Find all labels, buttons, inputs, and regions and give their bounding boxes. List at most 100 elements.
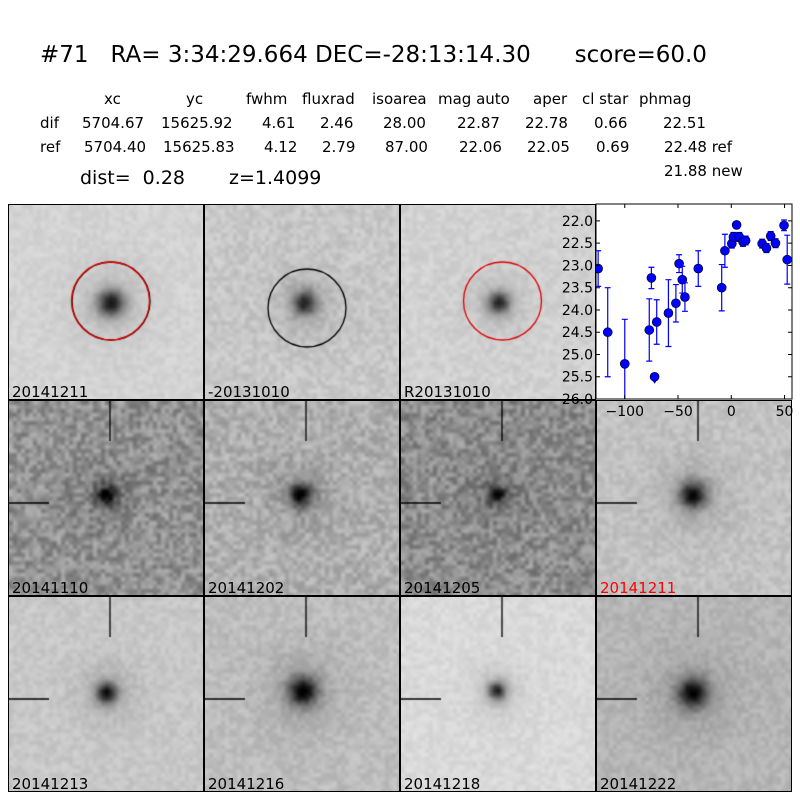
y-tick-label: 25.0 [562, 347, 593, 363]
data-point [731, 220, 742, 230]
stamp-date-label: 20141202 [208, 579, 285, 596]
upper-limit-point [649, 371, 660, 382]
image-stamp: 20141213 [8, 596, 204, 792]
image-stamp: 20141218 [400, 596, 596, 792]
y-tick-label: 25.5 [562, 370, 593, 386]
column-header: fluxrad [302, 90, 355, 108]
stamp-image [597, 401, 791, 595]
y-tick-label: 22.5 [562, 236, 593, 252]
data-point [663, 308, 674, 318]
image-stamp: 20141110 [8, 400, 204, 596]
stamp-date-label: 20141110 [12, 579, 89, 596]
data-layer [596, 219, 792, 399]
stamp-date-label: 20141218 [404, 775, 481, 792]
stamp-image [401, 401, 595, 595]
data-point [720, 245, 730, 256]
cell-value: 28.00 [383, 114, 426, 132]
image-stamp: -20131010 [204, 204, 400, 400]
cell-value: 87.00 [385, 138, 428, 156]
cell-value: 22.78 [525, 114, 568, 132]
column-header: xc [104, 90, 121, 108]
image-stamp: 20141205 [400, 400, 596, 596]
data-point [677, 274, 688, 285]
data-point [693, 263, 704, 274]
stamp-date-label: -20131010 [208, 383, 290, 400]
image-stamp: R20131010 [400, 204, 596, 400]
stamp-image [205, 401, 399, 595]
y-tick-label: 23.5 [562, 281, 593, 297]
y-tick-label: 24.5 [562, 325, 593, 341]
column-header: fwhm [246, 90, 288, 108]
row-label: dif [40, 114, 59, 132]
x-tick-label: −100 [606, 404, 644, 420]
stamp-date-label: 20141211 [600, 579, 677, 596]
cell-value: 4.12 [264, 138, 298, 156]
phmag-new: 21.88 new [664, 162, 743, 180]
cell-value: 2.79 [322, 138, 356, 156]
stamp-image [205, 597, 399, 791]
cell-value: 15625.92 [161, 114, 233, 132]
x-tick-label: −50 [663, 404, 693, 420]
data-point [716, 282, 727, 293]
x-tick-label: 50 [776, 404, 794, 420]
column-header: cl star [582, 90, 629, 108]
stamp-image [401, 205, 595, 399]
image-stamp: 20141211 [8, 204, 204, 400]
stamp-image [401, 597, 595, 791]
data-point [602, 327, 613, 338]
stamp-date-label: 20141205 [404, 579, 481, 596]
stamp-image [597, 597, 791, 791]
cell-value: 22.06 [459, 138, 502, 156]
cell-value: 5704.40 [84, 138, 147, 156]
light-curve-plot: 22.0 22.5 23.0 23.5 24.0 24.5 25.0 25.5 26.0 −100… [562, 203, 794, 420]
image-stamp: 20141216 [204, 596, 400, 792]
stamp-image [205, 205, 399, 399]
image-stamp: 20141202 [204, 400, 400, 596]
y-tick-label: 22.0 [562, 214, 593, 230]
y-tick-label: 23.0 [562, 258, 593, 274]
stamp-image [9, 597, 203, 791]
stamp-date-label: R20131010 [404, 383, 491, 400]
cell-value: 0.66 [594, 114, 628, 132]
dist-value: dist= 0.28 [80, 167, 185, 189]
data-point [644, 325, 655, 335]
cell-value: 22.51 [663, 114, 706, 132]
cell-value: 15625.83 [163, 138, 235, 156]
cell-value: 0.69 [596, 138, 630, 156]
image-stamp: 20141211 [596, 400, 792, 596]
cell-value: 5704.67 [82, 114, 145, 132]
data-point [651, 317, 662, 327]
cell-value: 4.61 [262, 114, 296, 132]
image-stamp: 20141222 [596, 596, 792, 792]
data-point [770, 238, 781, 248]
stamp-date-label: 20141216 [208, 775, 285, 792]
data-point [782, 254, 792, 265]
column-header: isoarea [372, 90, 427, 108]
data-point [779, 220, 789, 231]
data-point [671, 298, 681, 309]
data-point [680, 292, 690, 302]
data-point [619, 359, 630, 369]
candidate-title: #71 RA= 3:34:29.664 DEC=-28:13:14.30 sco… [40, 42, 707, 68]
column-header: yc [186, 90, 204, 108]
column-header: mag auto [438, 90, 510, 108]
data-point [740, 235, 751, 246]
cell-value: 2.46 [320, 114, 354, 132]
stamp-date-label: 20141222 [600, 775, 677, 792]
cell-value: 22.05 [527, 138, 570, 156]
stamp-image [9, 401, 203, 595]
data-point [761, 243, 772, 253]
plot-area [595, 203, 793, 400]
cell-value: 22.48 ref [664, 138, 733, 156]
y-tick-label: 24.0 [562, 303, 593, 319]
data-point [646, 273, 657, 283]
stamp-date-label: 20141211 [12, 383, 89, 400]
data-point [596, 263, 603, 274]
column-header: aper [533, 90, 568, 108]
y-tick-label: 26.0 [562, 392, 593, 408]
column-header: phmag [639, 90, 692, 108]
row-label: ref [40, 138, 61, 156]
redshift-value: z=1.4099 [229, 167, 322, 189]
x-tick-label: 0 [727, 404, 736, 420]
